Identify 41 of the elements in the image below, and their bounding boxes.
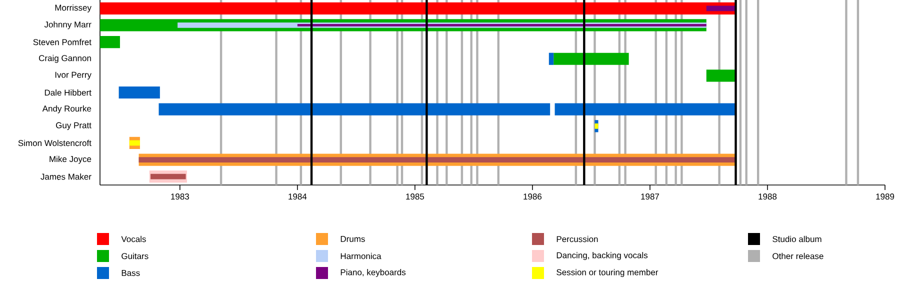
x-tick-label: 1989 (876, 194, 894, 200)
y-tick-label: Dale Hibbert (44, 89, 92, 96)
legend-label: Vocals (121, 236, 146, 242)
legend-label: Other release (772, 252, 824, 260)
x-tick-label: 1983 (171, 194, 189, 200)
y-tick-label: Mike Joyce (50, 156, 92, 164)
legend-label: Studio album (772, 236, 822, 242)
legend-label: Bass (122, 270, 140, 276)
legend-label: Guitars (122, 252, 148, 260)
bar (100, 2, 736, 14)
bar (706, 70, 736, 82)
x-tick-label: 1984 (288, 194, 307, 200)
bar (100, 36, 120, 48)
x-tick-label: 1985 (406, 194, 424, 200)
bar (158, 103, 550, 116)
y-tick-label: Steven Pomfret (33, 38, 92, 46)
x-tick-label: 1988 (758, 194, 777, 200)
y-tick-label: Ivor Perry (55, 72, 92, 80)
bar (138, 157, 736, 162)
bar (554, 52, 629, 65)
y-tick-label: James Maker (40, 173, 92, 180)
bar (594, 123, 598, 129)
y-tick-label: Craig Gannon (39, 54, 91, 63)
y-tick-label: Andy Rourke (42, 105, 92, 114)
bar (118, 86, 160, 99)
legend-label: Percussion (556, 236, 598, 242)
y-tick-label: Morrissey (55, 4, 92, 12)
x-tick-label: 1986 (524, 194, 542, 200)
y-tick-label: Johnny Marr (44, 21, 92, 30)
bar (554, 103, 736, 116)
legend-label: Session or touring member (556, 269, 658, 277)
bar (548, 52, 554, 65)
y-tick-label: Guy Pratt (56, 122, 92, 130)
bar (129, 140, 140, 146)
legend-label: Harmonica (340, 252, 382, 260)
legend-label: Dancing, backing vocals (556, 252, 648, 260)
legend-label: Piano, keyboards (340, 269, 406, 277)
x-tick-label: 1987 (641, 194, 659, 200)
y-tick-label: Simon Wolstencroft (18, 140, 92, 146)
legend-label: Drums (340, 236, 365, 242)
bar (150, 174, 186, 180)
